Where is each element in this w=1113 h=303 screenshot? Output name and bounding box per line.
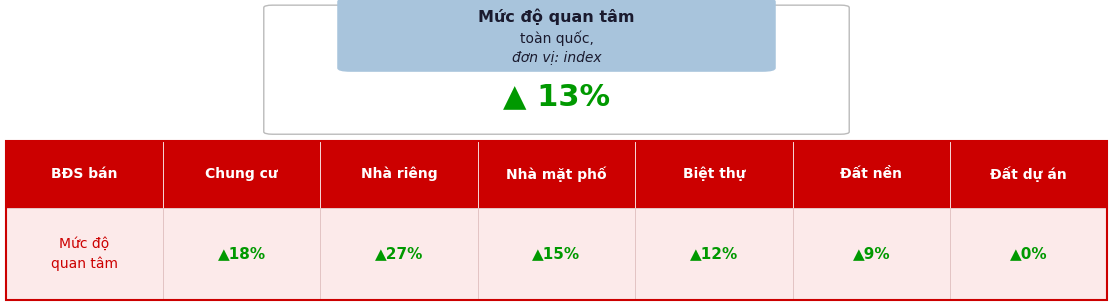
Text: ▲9%: ▲9%: [853, 246, 890, 261]
Bar: [792, 208, 951, 300]
Bar: [6, 141, 1107, 300]
Text: ▲12%: ▲12%: [690, 246, 738, 261]
Bar: [477, 141, 636, 208]
Text: đơn vị: index: đơn vị: index: [512, 51, 601, 65]
FancyBboxPatch shape: [264, 5, 849, 134]
Bar: [6, 208, 162, 300]
Bar: [477, 208, 636, 300]
Bar: [636, 208, 792, 300]
Bar: [162, 208, 321, 300]
Text: Biệt thự: Biệt thự: [682, 167, 746, 181]
Bar: [321, 208, 477, 300]
Text: ▲18%: ▲18%: [218, 246, 266, 261]
Bar: [6, 141, 162, 208]
Bar: [162, 141, 321, 208]
Text: toàn quốc,: toàn quốc,: [520, 30, 593, 46]
Bar: [951, 141, 1107, 208]
Text: ▲0%: ▲0%: [1009, 246, 1047, 261]
Text: Đất nền: Đất nền: [840, 167, 903, 181]
Text: Mức độ
quan tâm: Mức độ quan tâm: [51, 237, 118, 271]
Text: Chung cư: Chung cư: [205, 167, 278, 181]
Text: BĐS bán: BĐS bán: [51, 167, 118, 181]
Bar: [321, 141, 477, 208]
Text: Mức độ quan tâm: Mức độ quan tâm: [479, 8, 634, 25]
Text: Nhà riêng: Nhà riêng: [361, 167, 437, 181]
Bar: [951, 208, 1107, 300]
Bar: [636, 141, 792, 208]
Text: ▲27%: ▲27%: [375, 246, 423, 261]
FancyBboxPatch shape: [337, 0, 776, 72]
Text: ▲15%: ▲15%: [532, 246, 581, 261]
Bar: [792, 141, 951, 208]
Text: ▲ 13%: ▲ 13%: [503, 82, 610, 112]
Text: Nhà mặt phố: Nhà mặt phố: [506, 166, 607, 182]
Text: Đất dự án: Đất dự án: [991, 166, 1067, 182]
